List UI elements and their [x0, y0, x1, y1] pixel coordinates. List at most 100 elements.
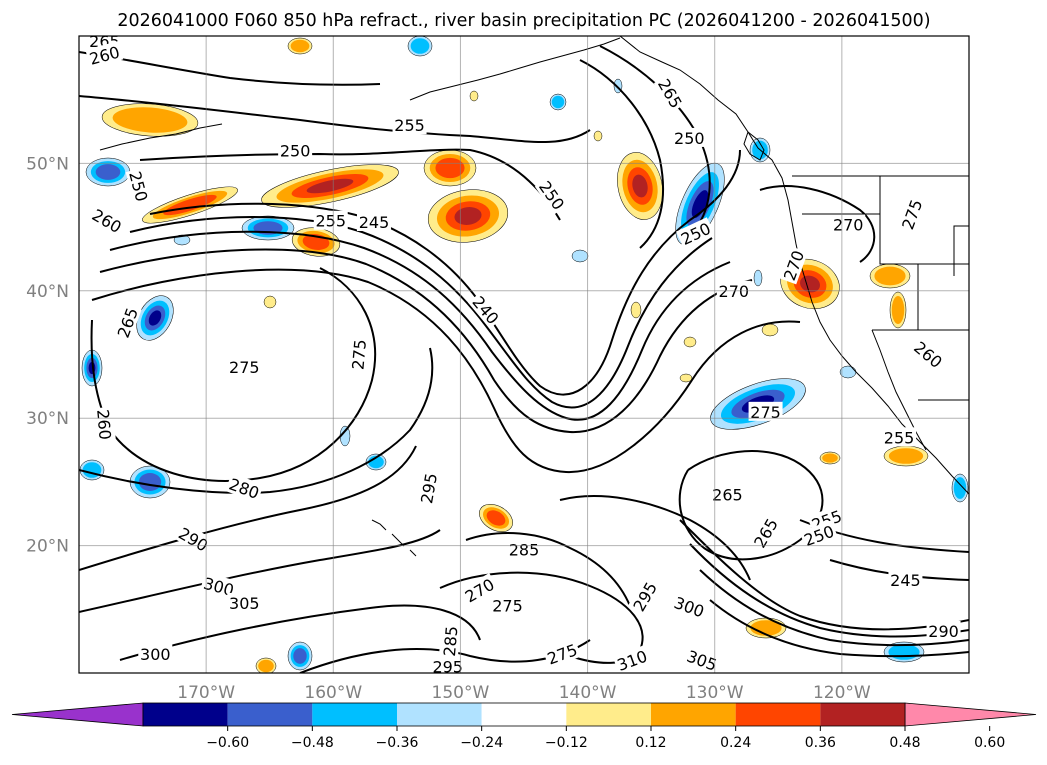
colorbar-segment-7 — [651, 703, 736, 726]
negative-precip-blob-25-level-3 — [148, 310, 162, 326]
contour-label-22: 275 — [748, 401, 783, 422]
contour-label-bg — [356, 212, 391, 232]
border-us-mexico — [872, 329, 969, 401]
colorbar-outline — [142, 702, 906, 727]
contour-300-west — [79, 529, 441, 613]
contour-label-11: 260 — [93, 406, 116, 443]
contour-label-bg — [748, 401, 783, 421]
contour-label-text: 260 — [93, 409, 115, 441]
contour-label-bg — [490, 595, 525, 615]
political-borders — [792, 175, 969, 401]
map-background — [79, 36, 969, 673]
contour-285-mid — [465, 532, 631, 607]
colorbar-segment-2 — [227, 703, 313, 726]
contour-270-east — [759, 185, 876, 263]
contour-south-centre — [559, 495, 751, 581]
contour-250-bend — [139, 148, 561, 221]
contour-trough-5 — [91, 268, 801, 474]
colorbar-extend-low — [11, 702, 144, 727]
contour-label-21: 260 — [909, 335, 948, 373]
contour-label-40: 285 — [438, 623, 462, 659]
contour-label-26: 265 — [710, 484, 745, 505]
lon-label-140w: 140°W — [559, 683, 617, 703]
contour-label-text: 275 — [229, 358, 260, 377]
colorbar-tick-label-7: 0.36 — [805, 735, 836, 751]
coastline-vancouver-island — [743, 131, 765, 161]
contour-label-bg — [534, 175, 570, 215]
contour-label-text: 245 — [890, 571, 921, 590]
positive-precip-blob-20-level-0 — [761, 323, 779, 337]
negative-precip-blob-41-level-0 — [753, 269, 763, 287]
negative-precip-blob-29-level-1 — [551, 95, 565, 109]
contour-label-39: 290 — [926, 620, 961, 641]
colorbar-tick-label-8: 0.48 — [889, 735, 920, 751]
negative-precip-blob-38-level-1 — [410, 38, 430, 54]
negative-precip-blob-26-level-2 — [95, 164, 121, 180]
lon-label-170w: 170°W — [177, 683, 235, 703]
contour-label-bg — [392, 115, 427, 135]
colorbar-tick-label-6: 0.24 — [720, 735, 751, 751]
contour-label-bg — [909, 335, 948, 373]
positive-precip-blob-18-level-0 — [469, 90, 479, 102]
lon-label-160w: 160°W — [304, 683, 362, 703]
contour-label-bg — [896, 194, 927, 234]
contour-label-36: 305 — [227, 592, 262, 613]
contour-jet-3 — [699, 569, 969, 647]
contour-label-bg — [87, 203, 127, 238]
positive-precip-blob-6-level-1 — [112, 107, 188, 133]
contour-label-text: 255 — [315, 212, 346, 231]
lat-lon-gridlines — [79, 36, 969, 673]
contour-label-8: 265 — [112, 303, 142, 342]
contour-label-6: 255 — [313, 210, 348, 231]
contour-label-bg — [612, 645, 652, 673]
lat-label-50: 50°N — [26, 154, 69, 174]
contour-label-bg — [200, 572, 238, 600]
precipitation-pc-shading — [79, 36, 969, 673]
colorbar-segment-3 — [312, 703, 397, 726]
colorbar-tick-label-0: −0.60 — [206, 735, 249, 751]
contour-label-7: 245 — [356, 212, 391, 232]
coastline-aleutians — [99, 123, 223, 151]
contour-label-bg — [227, 357, 262, 377]
positive-precip-blob-17-level-0 — [593, 130, 603, 142]
negative-precip-blob-40-level-1 — [953, 477, 967, 499]
figure-title: 2026041000 F060 850 hPa refract., river … — [117, 11, 930, 31]
colorbar-segment-8 — [735, 703, 821, 726]
positive-precip-blob-1-level-3 — [454, 207, 482, 225]
contour-label-18: 270 — [831, 214, 866, 235]
contour-trough-2 — [129, 216, 713, 409]
map-frame — [78, 35, 970, 674]
contour-label-bg — [926, 620, 961, 640]
lat-label-40: 40°N — [26, 282, 69, 302]
contour-label-9: 275 — [347, 336, 370, 373]
contour-label-text: 255 — [884, 428, 915, 447]
positive-precip-blob-7-level-1 — [290, 39, 310, 53]
contour-label-text: 275 — [348, 339, 370, 371]
contour-255-north — [79, 95, 591, 143]
contour-label-text: 250 — [280, 142, 311, 161]
contour-label-bg — [225, 473, 264, 503]
contour-label-bg — [676, 217, 715, 249]
latitude-labels: 20°N 30°N 40°N 50°N — [26, 154, 69, 556]
contour-label-text: 290 — [928, 622, 959, 641]
positive-precip-blob-11-level-2 — [486, 510, 506, 526]
contour-label-text: 255 — [394, 116, 425, 135]
positive-precip-blob-19-level-1 — [822, 453, 838, 463]
colorbar-segment-4 — [397, 703, 482, 726]
contour-label-bg — [278, 140, 313, 160]
coastline-alaska-islands — [409, 37, 621, 101]
contour-label-bg — [799, 520, 839, 550]
positive-precip-blob-15-level-0 — [683, 336, 697, 348]
contour-label-bg — [748, 513, 782, 553]
colorbar: −0.60 −0.48 −0.36 −0.24 −0.12 0.12 0.24 0.36 0.4… — [11, 702, 1037, 751]
positive-precip-blob-4-level-3 — [306, 178, 354, 194]
contour-260-north — [79, 51, 381, 86]
contour-label-text: 300 — [140, 645, 171, 664]
colorbar-tick-label-4: −0.12 — [545, 735, 588, 751]
positive-precip-blob-9-level-1 — [874, 266, 906, 286]
contour-label-31: 285 — [507, 539, 541, 559]
contour-label-bg — [227, 592, 262, 612]
contour-label-text: 270 — [833, 216, 864, 235]
contour-label-bg — [174, 522, 214, 556]
contour-label-text: 295 — [432, 658, 463, 677]
